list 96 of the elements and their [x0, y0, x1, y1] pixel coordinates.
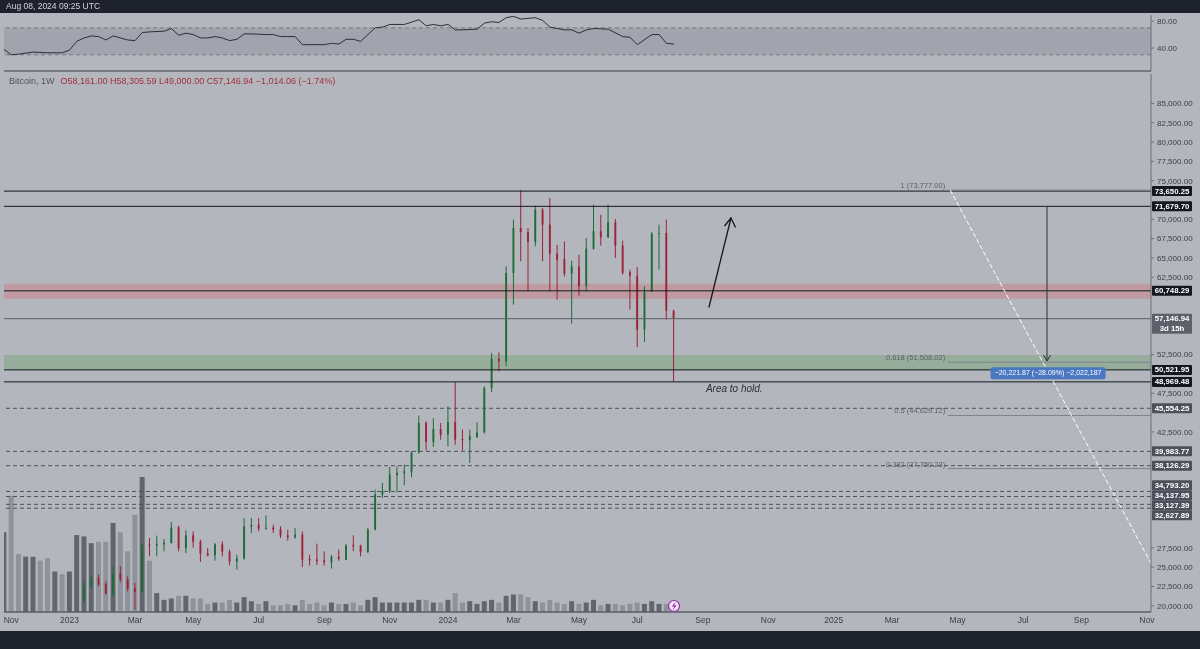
x-tick-label: May	[185, 615, 203, 626]
y-tick-label: 82,500.00	[1157, 118, 1194, 128]
x-tick-label: Jul	[631, 615, 643, 626]
y-tick-label: 52,500.00	[1157, 350, 1194, 360]
x-tick-label: 2024	[438, 615, 458, 626]
candlestick	[607, 204, 610, 239]
candlestick	[578, 254, 580, 297]
y-tick-label: 20,000.00	[1157, 601, 1194, 611]
bar	[45, 558, 51, 612]
y-tick-label: 42,500.00	[1157, 427, 1194, 437]
candlestick	[83, 580, 85, 604]
bar	[59, 574, 65, 612]
x-tick-label: 2025	[824, 615, 844, 626]
bar	[525, 597, 531, 612]
candlestick	[315, 543, 318, 566]
bar	[15, 553, 21, 612]
bar	[103, 541, 109, 612]
y-tick-label: 25,000.00	[1157, 563, 1194, 573]
candlestick	[556, 244, 559, 301]
y-tick-label: 67,500.00	[1157, 234, 1194, 244]
y-tick-label: 85,000.00	[1157, 99, 1194, 109]
candlestick	[468, 429, 471, 464]
candlestick	[199, 539, 202, 563]
candlestick	[425, 420, 428, 451]
bar	[227, 599, 233, 612]
candlestick	[432, 417, 435, 448]
y-tick-label: 80.00	[1157, 16, 1178, 26]
bar	[117, 532, 123, 612]
bar	[299, 599, 305, 612]
candlestick	[184, 529, 187, 554]
y-tick-label: 77,500.00	[1157, 157, 1194, 167]
candlestick	[345, 543, 347, 561]
candlestick	[570, 260, 573, 325]
y-tick-label: 22,500.00	[1157, 582, 1194, 592]
y-tick-label: 70,000.00	[1157, 215, 1194, 225]
candlestick	[214, 542, 216, 562]
candlestick	[308, 554, 311, 567]
candlestick	[599, 214, 602, 247]
bar	[423, 599, 429, 612]
candlestick	[133, 582, 136, 611]
line-series	[4, 15, 675, 56]
y-tick-label: 75,000.00	[1157, 176, 1194, 186]
candlestick	[352, 534, 355, 552]
x-tick-label: Nov	[3, 615, 20, 626]
bar	[547, 599, 553, 612]
candlestick	[476, 421, 478, 439]
chart-title: Bitcoin, 1W	[9, 76, 55, 87]
y-tick-label: 80,000.00	[1157, 137, 1194, 147]
bar	[125, 551, 131, 612]
x-tick-label: Sep	[1073, 615, 1090, 626]
y-tick-label: 62,500.00	[1157, 273, 1194, 283]
candlestick	[527, 227, 529, 292]
candlestick	[265, 514, 267, 531]
candlestick	[563, 240, 566, 277]
bar	[132, 514, 138, 612]
x-tick-label: Mar	[506, 615, 522, 626]
candlestick	[177, 525, 180, 552]
y-tick-label: 40.00	[1157, 43, 1178, 53]
chart-subtitle: O58,161.00 H58,305.59 L49,000.00 C57,146.94 −1,014.06 (−1.74%)	[60, 76, 336, 87]
candlestick	[454, 381, 457, 446]
candlestick	[170, 521, 173, 545]
x-tick-label: May	[949, 615, 967, 626]
x-tick-label: Mar	[884, 615, 900, 626]
x-tick-label: Nov	[1139, 615, 1156, 626]
candlestick	[658, 224, 660, 271]
annotation: Area to hold.	[705, 382, 763, 394]
candlestick	[614, 218, 617, 259]
y-tick-label: 47,500.00	[1157, 389, 1194, 399]
bar	[95, 541, 101, 612]
x-tick-label: Sep	[695, 615, 711, 626]
bar	[37, 560, 43, 612]
candlestick	[628, 269, 631, 311]
text: Aug 08, 2024 09:25 UTC	[6, 1, 101, 11]
candlestick	[388, 466, 391, 494]
x-tick-label: 2023	[60, 615, 80, 626]
x-tick-label: Jul	[253, 615, 265, 626]
candlestick	[323, 550, 326, 567]
y-tick-label: 27,500.00	[1157, 543, 1194, 553]
candlestick	[366, 527, 369, 554]
bar	[146, 560, 152, 612]
x-tick-label: Jul	[1017, 615, 1029, 626]
x-tick-label: Nov	[760, 615, 777, 626]
bar	[8, 495, 14, 612]
x-tick-label: Mar	[127, 615, 143, 626]
candlestick	[519, 189, 522, 262]
candlestick	[403, 464, 406, 486]
y-tick-label: 65,000.00	[1157, 253, 1194, 263]
bar	[176, 595, 182, 612]
candlestick	[672, 309, 675, 383]
x-tick-label: Nov	[382, 615, 399, 626]
x-tick-label: Sep	[316, 615, 333, 626]
candlestick	[396, 465, 398, 493]
bar	[518, 594, 524, 612]
candlestick	[446, 405, 449, 447]
x-tick-label: May	[571, 615, 588, 626]
bar	[452, 593, 458, 612]
